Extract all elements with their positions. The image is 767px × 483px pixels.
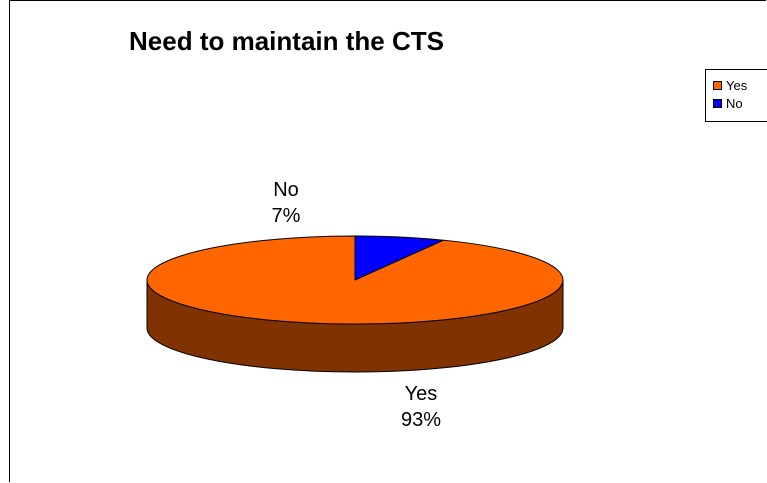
slice-label-yes-value: 93% (400, 409, 442, 431)
chart-legend: Yes No (705, 69, 767, 122)
legend-label-yes: Yes (726, 77, 748, 93)
slice-yes (146, 235, 564, 325)
chart-title: Need to maintain the CTS (129, 26, 444, 56)
chart-area (9, 0, 766, 482)
legend-entry-yes: Yes (713, 76, 767, 94)
slice-label-no: No 7% (246, 177, 326, 229)
slice-label-no-value: 7% (271, 205, 301, 227)
legend-entry-no: No (713, 94, 767, 112)
slice-label-no-category: No (273, 179, 299, 201)
legend-swatch-yes (713, 80, 722, 90)
legend-label-no: No (726, 95, 743, 111)
slice-label-yes: Yes 93% (381, 381, 461, 433)
slice-label-yes-category: Yes (404, 383, 438, 405)
legend-swatch-no (713, 98, 722, 108)
